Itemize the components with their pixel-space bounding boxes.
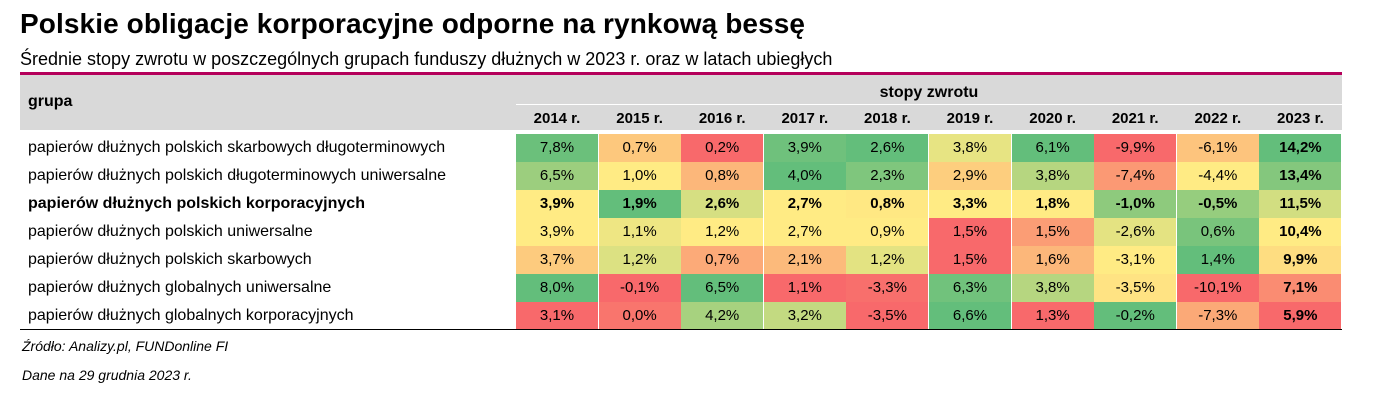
table-cell: -10,1% xyxy=(1176,274,1259,302)
table-cell: 4,2% xyxy=(681,302,764,330)
table-cell: 7,1% xyxy=(1259,274,1342,302)
table-cell: 1,2% xyxy=(846,246,929,274)
table-cell: 1,1% xyxy=(598,218,681,246)
table-cell: 6,1% xyxy=(1011,134,1094,162)
table-cell: 1,8% xyxy=(1011,190,1094,218)
year-header: 2019 r. xyxy=(946,110,994,127)
table-cell: 3,2% xyxy=(763,302,846,330)
table-cell: -0,1% xyxy=(598,274,681,302)
row-label: papierów dłużnych polskich długoterminow… xyxy=(28,167,446,184)
table-cell: 10,4% xyxy=(1259,218,1342,246)
table-cell: 3,8% xyxy=(1011,274,1094,302)
row-label: papierów dłużnych globalnych uniwersalne xyxy=(28,279,332,296)
table-cell: 2,7% xyxy=(763,190,846,218)
year-header: 2016 r. xyxy=(698,110,746,127)
year-header: 2014 r. xyxy=(533,110,581,127)
group-column-header: grupa xyxy=(28,93,73,110)
table-cell: 1,5% xyxy=(1011,218,1094,246)
table-cell: -3,3% xyxy=(846,274,929,302)
table-header xyxy=(20,75,1342,130)
table-cell: 2,6% xyxy=(846,134,929,162)
table-cell: -2,6% xyxy=(1094,218,1177,246)
table-cell: 0,9% xyxy=(846,218,929,246)
table-cell: 2,7% xyxy=(763,218,846,246)
date-note: Dane na 29 grudnia 2023 r. xyxy=(22,367,192,383)
table-cell: -7,3% xyxy=(1176,302,1259,330)
year-header: 2018 r. xyxy=(864,110,911,127)
table-cell: 1,2% xyxy=(598,246,681,274)
table-cell: 3,8% xyxy=(1011,162,1094,190)
table-cell: 3,3% xyxy=(929,190,1011,218)
table-cell: 0,2% xyxy=(681,134,764,162)
table-cell: -9,9% xyxy=(1094,134,1177,162)
table-cell: 2,3% xyxy=(846,162,929,190)
table-cell: 1,1% xyxy=(763,274,846,302)
row-label: papierów dłużnych globalnych korporacyjn… xyxy=(28,307,354,324)
chart-subtitle: Średnie stopy zwrotu w poszczególnych gr… xyxy=(20,49,833,69)
returns-column-header: stopy zwrotu xyxy=(879,84,979,101)
table-cell: 9,9% xyxy=(1259,246,1342,274)
table-cell: 6,5% xyxy=(516,162,598,190)
table-cell: 0,0% xyxy=(598,302,681,330)
row-label: papierów dłużnych polskich skarbowych xyxy=(28,251,312,268)
table-cell: 7,8% xyxy=(516,134,598,162)
table-cell: 0,8% xyxy=(681,162,764,190)
table-cell: 8,0% xyxy=(516,274,598,302)
table-cell: 3,9% xyxy=(763,134,846,162)
table-cell: -1,0% xyxy=(1094,190,1177,218)
header-divider xyxy=(516,104,1342,105)
table-cell: 13,4% xyxy=(1259,162,1342,190)
source-note: Źródło: Analizy.pl, FUNDonline FI xyxy=(22,338,229,354)
table-cell: -4,4% xyxy=(1176,162,1259,190)
table-cell: -0,2% xyxy=(1094,302,1177,330)
year-header: 2015 r. xyxy=(616,110,663,127)
table-cell: 11,5% xyxy=(1259,190,1342,218)
table-cell: 1,3% xyxy=(1011,302,1094,330)
table-cell: 0,8% xyxy=(846,190,929,218)
table-cell: 1,9% xyxy=(598,190,681,218)
year-header: 2022 r. xyxy=(1194,110,1242,127)
table-cell: 3,7% xyxy=(516,246,598,274)
table-cell: 1,4% xyxy=(1176,246,1259,274)
table-cell: 1,5% xyxy=(929,246,1011,274)
table-cell: 3,9% xyxy=(516,218,598,246)
table-cell: 2,9% xyxy=(929,162,1011,190)
chart-title: Polskie obligacje korporacyjne odporne n… xyxy=(20,8,806,39)
table-cell: -7,4% xyxy=(1094,162,1177,190)
row-label: papierów dłużnych polskich skarbowych dł… xyxy=(28,139,446,156)
table-cell: 1,2% xyxy=(681,218,764,246)
year-header: 2021 r. xyxy=(1111,110,1159,127)
table-cell: -0,5% xyxy=(1176,190,1259,218)
table-cell: 6,5% xyxy=(681,274,764,302)
table-cell: -6,1% xyxy=(1176,134,1259,162)
table-bottom-border xyxy=(20,329,1342,330)
table-cell: 0,7% xyxy=(681,246,764,274)
table-cell: -3,1% xyxy=(1094,246,1177,274)
table-cell: 14,2% xyxy=(1259,134,1342,162)
table-cell: 6,6% xyxy=(929,302,1011,330)
table-cell: 3,8% xyxy=(929,134,1011,162)
table-cell: 6,3% xyxy=(929,274,1011,302)
table-cell: 0,7% xyxy=(598,134,681,162)
year-header: 2023 r. xyxy=(1277,110,1324,127)
table-cell: 4,0% xyxy=(763,162,846,190)
accent-divider xyxy=(20,72,1342,75)
table-cell: 1,5% xyxy=(929,218,1011,246)
year-header: 2017 r. xyxy=(781,110,829,127)
table-cell: 1,6% xyxy=(1011,246,1094,274)
year-header: 2020 r. xyxy=(1029,110,1076,127)
table-cell: 5,9% xyxy=(1259,302,1342,330)
row-label: papierów dłużnych polskich korporacyjnyc… xyxy=(28,195,365,212)
table-cell: 0,6% xyxy=(1176,218,1259,246)
table-cell: 3,1% xyxy=(516,302,598,330)
table-cell: 2,6% xyxy=(681,190,764,218)
table-cell: 3,9% xyxy=(516,190,598,218)
table-cell: 2,1% xyxy=(763,246,846,274)
table-cell: 1,0% xyxy=(598,162,681,190)
row-label: papierów dłużnych polskich uniwersalne xyxy=(28,223,313,240)
table-cell: -3,5% xyxy=(846,302,929,330)
table-cell: -3,5% xyxy=(1094,274,1177,302)
